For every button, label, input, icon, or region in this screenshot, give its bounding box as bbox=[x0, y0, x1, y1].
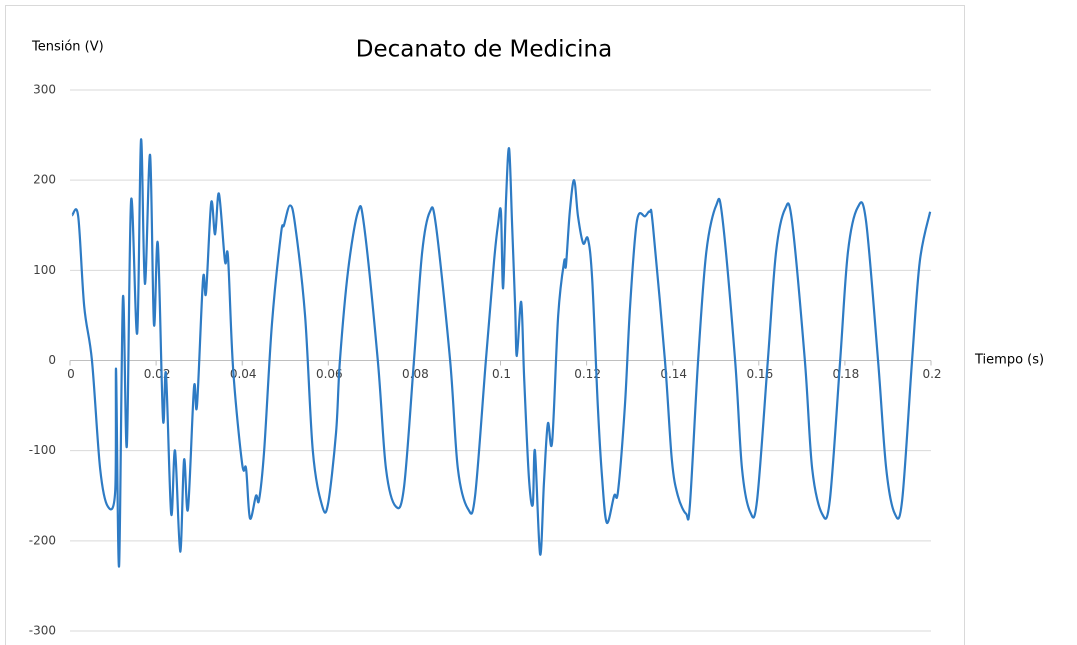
chart-title: Decanato de Medicina bbox=[356, 37, 612, 63]
x-axis-label: Tiempo (s) bbox=[974, 353, 1044, 368]
y-tick-label: 100 bbox=[33, 263, 56, 277]
chart-border bbox=[5, 5, 965, 645]
y-tick-label: 200 bbox=[33, 173, 56, 187]
x-tick-label: 0.06 bbox=[316, 367, 343, 381]
y-tick-label: 0 bbox=[48, 353, 56, 367]
x-tick-label: 0.2 bbox=[922, 367, 941, 381]
y-tick-label: -300 bbox=[29, 624, 56, 638]
x-tick-label: 0.08 bbox=[402, 367, 429, 381]
y-axis-label: Tensión (V) bbox=[31, 40, 104, 55]
y-tick-label: -200 bbox=[29, 533, 56, 547]
data-line bbox=[71, 138, 932, 568]
y-tick-label: 300 bbox=[33, 83, 56, 97]
x-tick-label: 0 bbox=[67, 367, 75, 381]
y-tick-label: -100 bbox=[29, 443, 56, 457]
x-tick-label: 0.04 bbox=[230, 367, 257, 381]
x-tick-label: 0.14 bbox=[660, 367, 687, 381]
x-tick-label: 0.18 bbox=[833, 367, 860, 381]
x-tick-label: 0.02 bbox=[144, 367, 171, 381]
x-tick-label: 0.12 bbox=[574, 367, 601, 381]
x-tick-label: 0.16 bbox=[746, 367, 773, 381]
x-tick-label: 0.1 bbox=[492, 367, 511, 381]
